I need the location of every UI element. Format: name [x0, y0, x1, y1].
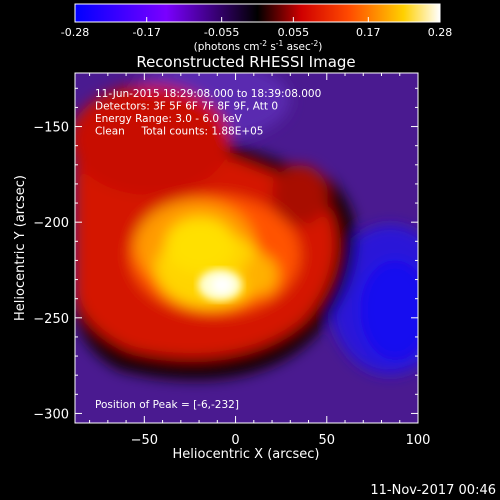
y-axis-tick-labels: −150 −200 −250 −300 — [33, 121, 69, 423]
x-axis-tick-labels: −50 0 50 100 — [131, 433, 431, 448]
colorbar-tick-label: 0.055 — [278, 26, 310, 39]
chart-title: Reconstructed RHESSI Image — [136, 53, 355, 71]
y-tick-label: −250 — [33, 312, 69, 327]
annotation-line: Clean Total counts: 1.88E+05 — [95, 126, 264, 138]
plot-frame — [74, 72, 419, 424]
y-tick-label: −200 — [33, 216, 69, 231]
y-tick-label: −150 — [33, 121, 69, 136]
annotation-block: 11-Jun-2015 18:29:08.000 to 18:39:08.000… — [95, 88, 321, 138]
x-tick-label: 50 — [319, 433, 336, 448]
colorbar-units: (photons cm-2 s-1 asec-2) — [194, 39, 323, 53]
colorbar-tick-label: -0.28 — [61, 26, 89, 39]
colorbar-tick-label: 0.17 — [356, 26, 381, 39]
x-tick-label: 0 — [231, 433, 239, 448]
x-tick-label: −50 — [131, 433, 158, 448]
y-tick-label: −300 — [33, 407, 69, 422]
x-axis-ticks — [89, 73, 419, 423]
colorbar-gradient — [74, 3, 441, 23]
colorbar: -0.28 -0.17 -0.055 0.055 0.17 0.28 (photons c… — [61, 3, 452, 53]
colorbar-tick-label: -0.055 — [204, 26, 239, 39]
colorbar-tick-labels: -0.28 -0.17 -0.055 0.055 0.17 0.28 — [61, 26, 452, 39]
colorbar-ticks — [74, 17, 441, 22]
x-tick-label: 100 — [406, 433, 431, 448]
annotation-line: Energy Range: 3.0 - 6.0 keV — [95, 113, 243, 125]
x-axis-label: Heliocentric X (arcsec) — [173, 447, 320, 462]
annotation-line: 11-Jun-2015 18:29:08.000 to 18:39:08.000 — [95, 88, 321, 100]
annotation-line: Detectors: 3F 5F 6F 7F 8F 9F, Att 0 — [95, 101, 278, 113]
y-axis-ticks — [75, 87, 418, 414]
colorbar-tick-label: -0.17 — [132, 26, 160, 39]
peak-position-label: Position of Peak = [-6,-232] — [95, 399, 239, 411]
footer-timestamp: 11-Nov-2017 00:46 — [370, 483, 496, 498]
y-axis-label: Heliocentric Y (arcsec) — [13, 175, 28, 321]
colorbar-tick-label: 0.28 — [428, 26, 453, 39]
heatmap-image — [75, 73, 418, 423]
